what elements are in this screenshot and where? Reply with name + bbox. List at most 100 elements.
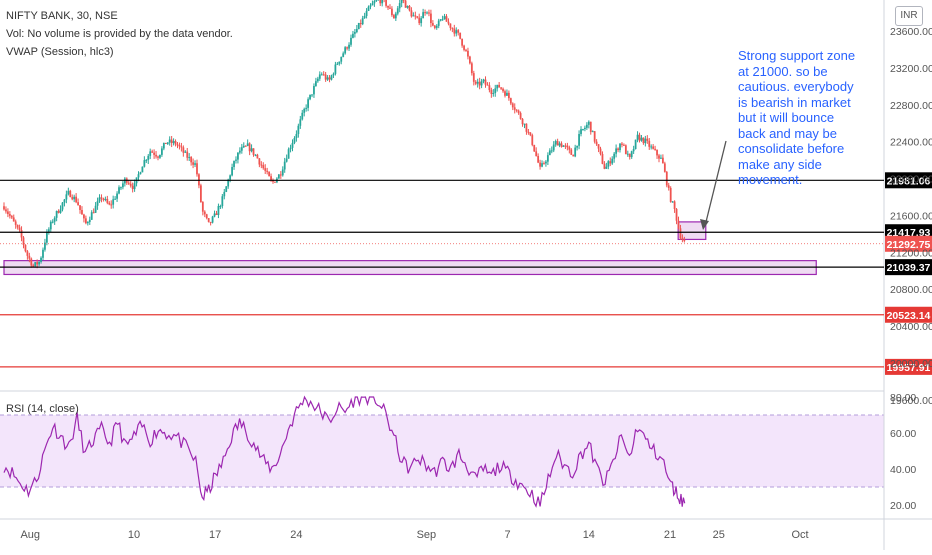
time-tick-label: 25	[713, 529, 725, 541]
candle	[398, 3, 401, 9]
candle	[40, 257, 42, 262]
candle	[582, 129, 584, 131]
candle	[420, 18, 423, 24]
currency-button[interactable]: INR	[895, 6, 923, 26]
candle	[14, 221, 17, 225]
candle	[49, 221, 52, 230]
candle	[437, 20, 440, 26]
candle	[428, 12, 430, 14]
candle	[71, 197, 74, 200]
candle	[451, 27, 454, 29]
candle	[340, 56, 343, 62]
candle	[30, 258, 33, 266]
candle	[61, 202, 64, 210]
candle	[256, 154, 259, 159]
candle	[137, 174, 140, 178]
candle	[636, 134, 639, 140]
candle	[246, 143, 249, 146]
annotation-text: Strong support zone at 21000. so be caut…	[738, 48, 856, 187]
candle	[26, 251, 29, 256]
time-tick-label: 10	[128, 529, 140, 541]
time-tick-label: Aug	[20, 529, 40, 541]
candle	[178, 145, 181, 147]
level-label: 20523.14	[887, 310, 931, 322]
candle	[38, 261, 40, 265]
candle	[560, 143, 563, 147]
candle	[22, 237, 25, 245]
candle	[509, 98, 512, 104]
candle	[500, 87, 502, 89]
candle	[663, 163, 666, 172]
candle	[322, 74, 325, 76]
candle	[656, 149, 658, 156]
candle	[5, 209, 7, 212]
candle	[394, 13, 397, 19]
candle	[626, 153, 629, 155]
candle	[176, 144, 179, 146]
price-tick-label: 20400.00	[890, 321, 932, 333]
candle	[463, 45, 465, 50]
candle	[81, 209, 83, 215]
candle	[365, 10, 368, 17]
level-label: 21039.37	[887, 262, 931, 274]
candle	[92, 212, 95, 214]
candle	[490, 90, 493, 94]
candle	[36, 262, 39, 265]
candle	[531, 135, 534, 145]
candle	[116, 193, 118, 199]
candle	[174, 141, 177, 145]
candle	[285, 158, 288, 162]
candle	[86, 222, 89, 224]
candle	[51, 221, 54, 223]
candle	[223, 191, 226, 197]
candle	[287, 149, 290, 159]
candle	[617, 148, 619, 151]
candle	[527, 131, 530, 133]
candle	[90, 212, 93, 220]
candle	[108, 202, 111, 205]
candle	[291, 142, 294, 148]
candle	[34, 262, 37, 267]
candle	[237, 152, 239, 160]
candle	[338, 61, 341, 64]
candle	[289, 147, 292, 150]
candle	[392, 15, 395, 19]
candle	[418, 17, 421, 24]
candle	[381, 0, 384, 4]
candle	[474, 81, 477, 84]
candle	[313, 85, 315, 95]
candle	[449, 23, 452, 28]
candle	[277, 174, 280, 179]
candle	[32, 265, 35, 267]
candle	[274, 181, 276, 183]
candle	[654, 148, 656, 150]
candle	[168, 139, 171, 143]
candle	[242, 145, 245, 148]
level-label: 19957.91	[887, 362, 931, 374]
candle	[621, 143, 623, 145]
time-tick-label: Sep	[417, 529, 437, 541]
candle	[106, 198, 109, 203]
candle	[133, 183, 136, 190]
candle	[24, 244, 27, 252]
candle	[400, 0, 403, 4]
candle	[541, 163, 543, 167]
candle	[361, 18, 364, 25]
candle	[644, 138, 647, 144]
candle	[45, 231, 48, 243]
candle	[537, 155, 540, 163]
candle	[342, 53, 345, 57]
candle	[153, 152, 156, 155]
current-box	[677, 221, 707, 241]
candle	[482, 79, 485, 82]
candle	[332, 73, 335, 76]
candle	[196, 163, 198, 175]
candle	[465, 49, 467, 51]
candle	[648, 140, 651, 147]
candle	[262, 165, 265, 169]
rsi-band	[0, 415, 884, 487]
candle	[231, 167, 233, 176]
candle	[574, 147, 577, 157]
candle	[535, 151, 538, 156]
